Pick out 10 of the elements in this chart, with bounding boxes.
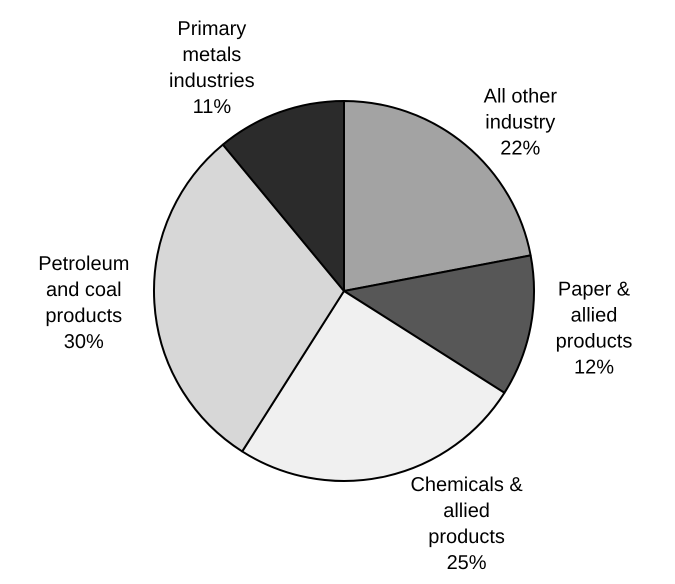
data-label: 22% [500,138,541,160]
data-label: 30% [64,331,104,354]
slice-label: Primary metals industries [169,18,255,92]
slice-label: Petroleum and coal products [38,253,130,328]
data-label: 25% [446,552,487,574]
data-label: 11% [192,96,232,118]
slice-label: Chemicals & allied products [410,474,524,548]
data-label: 12% [574,356,614,378]
slice-label: All other industry [484,86,558,134]
slice-label: Paper & allied products [556,278,632,352]
